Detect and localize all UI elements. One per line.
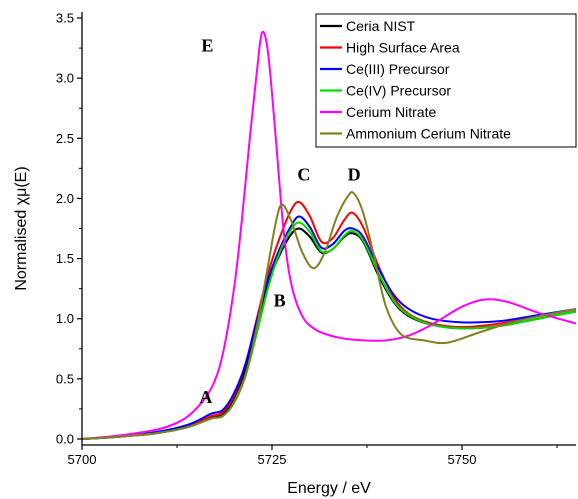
legend-box — [315, 13, 577, 148]
series-line-ce-iv-precursor — [82, 221, 576, 440]
peak-label-a: A — [199, 387, 212, 407]
plot-lines — [82, 30, 576, 440]
axes: 0.0 0.5 1.0 1.5 2.0 2.5 3.0 3.5 5700 5725 5750 — [56, 11, 576, 467]
y-tick-label: 2.0 — [56, 191, 74, 206]
y-tick-label: 1.5 — [56, 251, 74, 266]
y-tick-label: 1.0 — [56, 311, 74, 326]
legend-label: Ammonium Cerium Nitrate — [346, 126, 511, 142]
legend-label: High Surface Area — [346, 40, 460, 56]
legend-label: Ce(III) Precursor — [346, 61, 450, 77]
y-tick-label: 3.0 — [56, 71, 74, 86]
x-axis-title: Energy / eV — [287, 480, 371, 497]
legend-label: Ce(IV) Precursor — [346, 83, 451, 99]
series-line-high-surface-area — [82, 200, 576, 440]
peak-label-d: D — [348, 164, 361, 184]
legend-label: Ceria NIST — [346, 18, 416, 34]
legend-label: Cerium Nitrate — [346, 104, 436, 120]
series-line-cerium-nitrate — [82, 30, 576, 440]
peak-annotations: A B C D E — [199, 36, 360, 407]
y-tick-label: 0.0 — [56, 431, 74, 446]
y-tick-label: 3.5 — [56, 11, 74, 26]
peak-label-b: B — [274, 291, 286, 311]
y-axis-title: Normalised χμ(E) — [13, 166, 30, 290]
y-tick-label: 2.5 — [56, 131, 74, 146]
y-tick-label: 0.5 — [56, 371, 74, 386]
series-line-ce-iii-precursor — [82, 215, 576, 440]
series-line-ceria-nist — [82, 227, 576, 440]
x-tick-label: 5700 — [68, 452, 97, 467]
peak-label-c: C — [297, 164, 310, 184]
legend: Ceria NIST High Surface Area Ce(III) Precu… — [315, 13, 577, 148]
series-line-ammonium-cerium-nitrate — [82, 191, 576, 440]
x-tick-label: 5750 — [448, 452, 477, 467]
x-tick-label: 5725 — [258, 452, 287, 467]
peak-label-e: E — [201, 36, 213, 56]
